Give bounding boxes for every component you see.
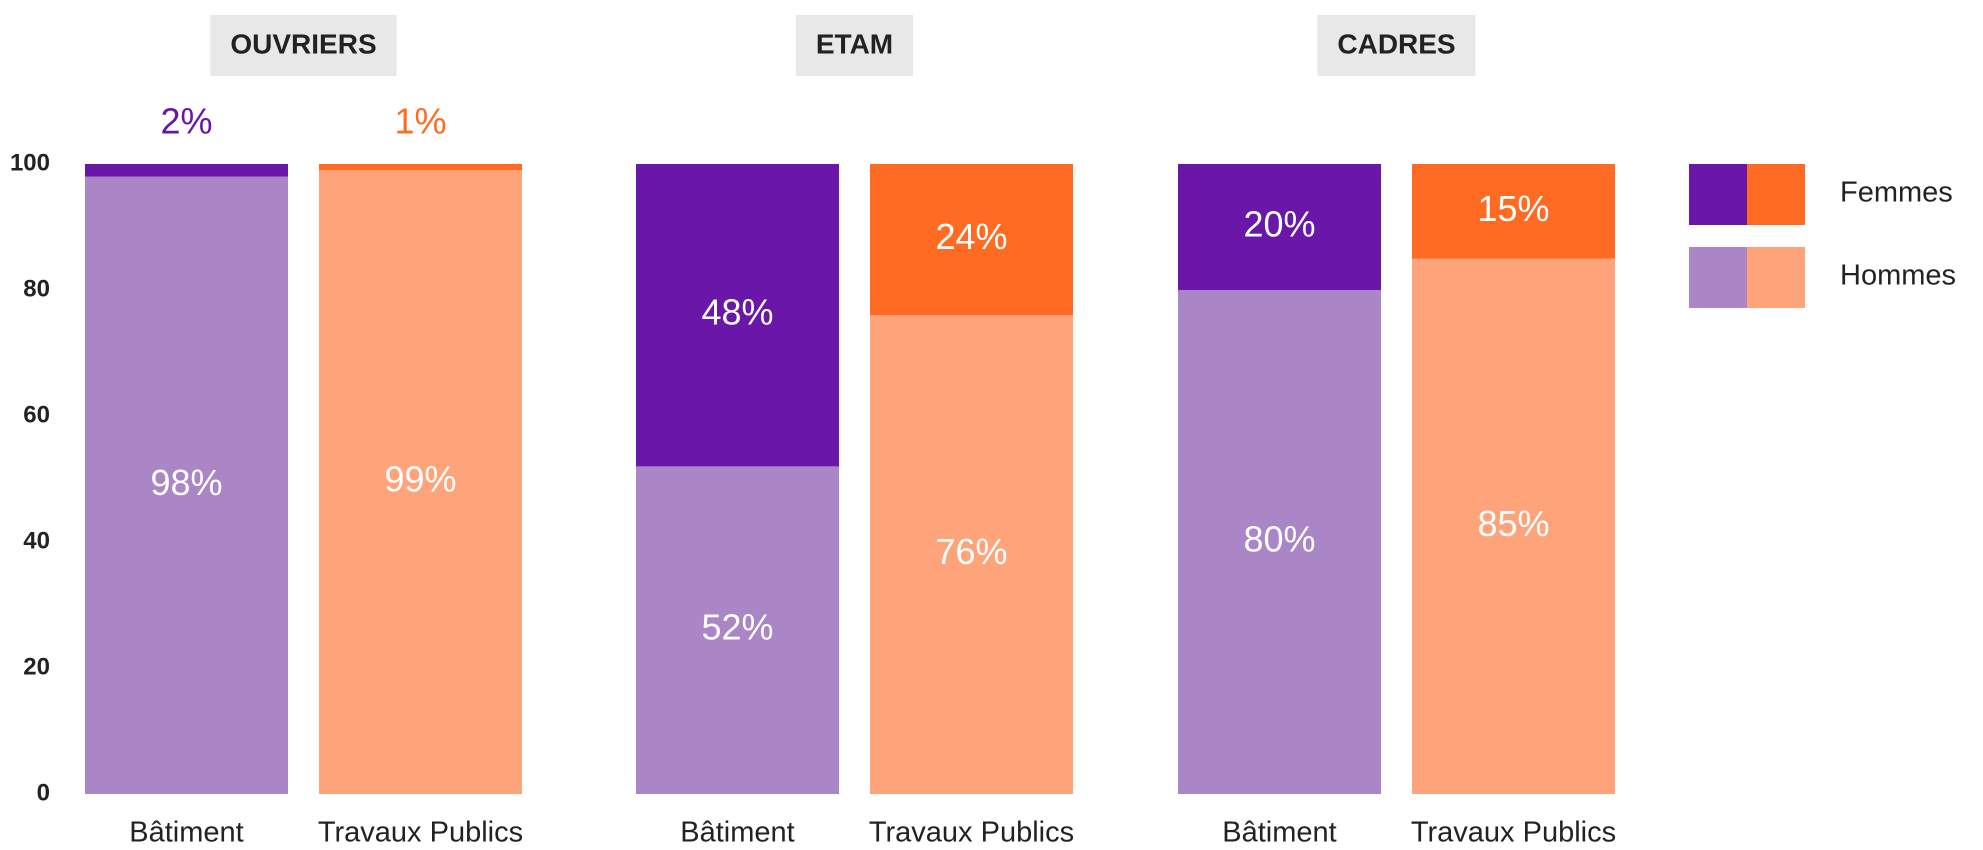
- y-tick-label: 20: [23, 653, 50, 680]
- x-tick-label: Bâtiment: [1222, 817, 1336, 849]
- group-title: OUVRIERS: [230, 28, 376, 59]
- value-label: 1%: [394, 101, 446, 142]
- y-tick-label: 60: [23, 401, 50, 428]
- x-tick-label: Travaux Publics: [318, 817, 523, 849]
- value-label: 85%: [1477, 503, 1549, 544]
- bar-segment: [1178, 290, 1381, 794]
- x-tick-label: Bâtiment: [129, 817, 243, 849]
- legend-swatch: [1689, 247, 1747, 308]
- legend-swatch: [1747, 164, 1805, 225]
- group-title: CADRES: [1337, 28, 1455, 59]
- value-label: 24%: [935, 216, 1007, 257]
- y-tick-label: 80: [23, 275, 50, 302]
- legend-swatch: [1689, 164, 1747, 225]
- value-label: 15%: [1477, 188, 1549, 229]
- bar-segment: [636, 466, 839, 794]
- bar-segment: [319, 170, 522, 795]
- bar-segment: [1412, 258, 1615, 794]
- value-label: 52%: [701, 607, 773, 648]
- value-label: 99%: [384, 459, 456, 500]
- bar-segment: [870, 315, 1073, 794]
- value-label: 48%: [701, 292, 773, 333]
- bar-segment: [870, 164, 1073, 316]
- value-label: 80%: [1243, 519, 1315, 560]
- x-tick-label: Bâtiment: [680, 817, 794, 849]
- bar-segment: [636, 164, 839, 467]
- x-tick-label: Travaux Publics: [1411, 817, 1616, 849]
- y-tick-label: 0: [37, 779, 50, 806]
- bar-segment: [85, 164, 288, 177]
- value-label: 98%: [150, 462, 222, 503]
- group-title-box: [210, 15, 397, 76]
- value-label: 76%: [935, 531, 1007, 572]
- y-tick-label: 100: [10, 149, 50, 176]
- group-title-box: [795, 15, 914, 76]
- legend-label: Femmes: [1840, 177, 1953, 209]
- value-label: 20%: [1243, 204, 1315, 245]
- bar-segment: [319, 164, 522, 171]
- y-tick-label: 40: [23, 527, 50, 554]
- legend-swatch: [1747, 247, 1805, 308]
- legend-label: Hommes: [1840, 260, 1956, 292]
- group-title-box: [1317, 15, 1476, 76]
- bar-segment: [1178, 164, 1381, 290]
- value-label: 2%: [160, 101, 212, 142]
- group-title: ETAM: [816, 28, 893, 59]
- bar-segment: [1412, 164, 1615, 259]
- x-tick-label: Travaux Publics: [869, 817, 1074, 849]
- bar-segment: [85, 176, 288, 795]
